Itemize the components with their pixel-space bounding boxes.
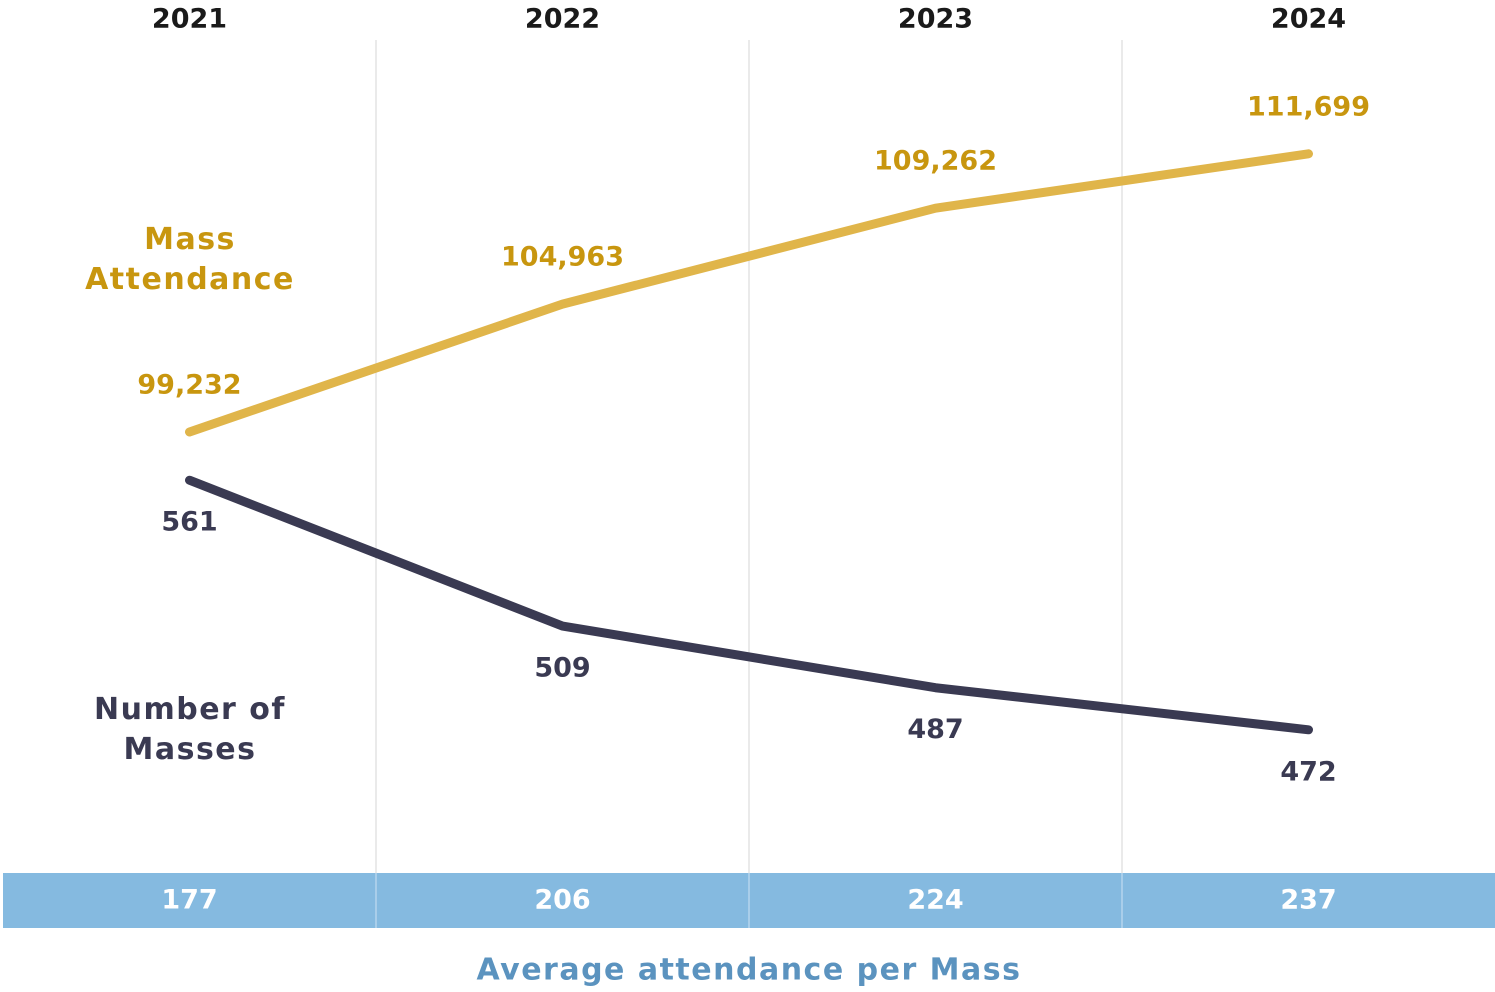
data-label: 487 <box>907 714 963 745</box>
average-label: Average attendance per Mass <box>476 953 1021 988</box>
series-label: Number of Masses <box>94 692 286 767</box>
data-label: 561 <box>161 507 217 538</box>
data-label: 104,963 <box>501 242 624 273</box>
average-value: 177 <box>161 885 217 916</box>
series-line <box>185 149 1313 437</box>
x-tick-label: 2024 <box>1271 4 1346 35</box>
series-line <box>185 475 1313 735</box>
x-tick-label: 2021 <box>152 4 227 35</box>
data-label: 509 <box>534 653 590 684</box>
average-value: 206 <box>534 885 590 916</box>
series-label: Mass Attendance <box>85 222 295 297</box>
average-value: 224 <box>907 885 963 916</box>
x-tick-label: 2023 <box>898 4 973 35</box>
average-value: 237 <box>1280 885 1336 916</box>
data-label: 111,699 <box>1247 91 1370 122</box>
x-tick-label: 2022 <box>525 4 600 35</box>
data-label: 472 <box>1280 756 1336 787</box>
data-label: 99,232 <box>137 369 241 400</box>
data-label: 109,262 <box>874 146 997 177</box>
